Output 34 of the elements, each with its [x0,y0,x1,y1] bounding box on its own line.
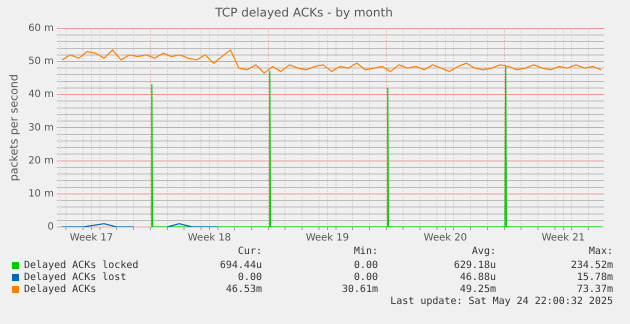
text: Last update: Sat May 24 22:00:32 2025 [390,296,613,307]
legend-label: Delayed ACKs lost [24,272,126,283]
text: 30.61m [342,284,378,295]
y-tick-label: 20 m [28,155,54,166]
text: Cur: [238,246,262,257]
text: 0.00 [354,272,378,283]
y-tick-label: 0 [47,222,54,233]
x-tick-label: Week 19 [306,232,350,244]
text: 694.44u [220,260,262,271]
x-tick-label: Week 20 [424,232,467,244]
text: 46.88u [460,272,496,283]
text: 629.18u [454,260,496,271]
y-tick-label: 60 m [28,22,54,34]
y-tick-label: 50 m [28,56,54,68]
text: 234.52m [570,260,613,271]
text: 0.00 [238,272,262,283]
y-tick-label: 30 m [28,122,54,134]
text: 46.53m [226,284,262,295]
text: Avg: [472,246,496,257]
y-tick-label: 40 m [28,89,54,100]
x-tick-label: Week 17 [70,232,114,244]
y-tick-label: 10 m [28,188,54,200]
x-tick-label: Week 18 [188,232,232,244]
text: 73.37m [576,284,613,295]
chart-title: TCP delayed ACKs - by month [214,5,393,20]
x-tick-label: Week 21 [542,232,585,244]
legend-label: Delayed ACKs locked [24,260,138,271]
text: 49.25m [460,284,496,295]
legend-label: Delayed ACKs [24,284,96,295]
text: 0.00 [354,260,378,271]
text: Min: [354,246,378,257]
y-axis-title: packets per second [7,74,20,182]
text: Max: [588,246,613,257]
text: 15.78m [576,272,613,283]
